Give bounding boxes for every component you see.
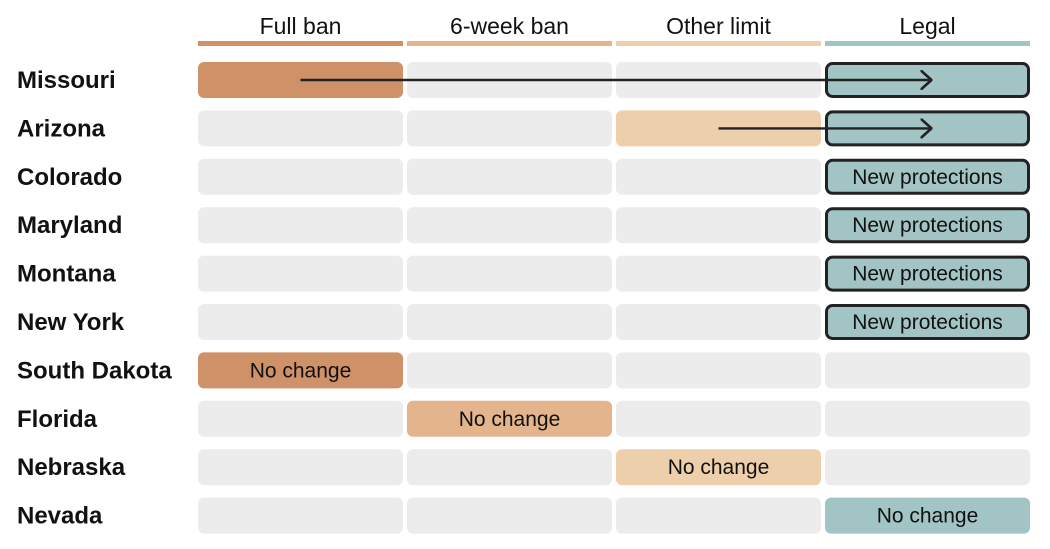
cell-label: No change bbox=[668, 456, 770, 479]
empty-cell-full-ban bbox=[198, 449, 403, 486]
status-cell-after-legal bbox=[825, 255, 1030, 292]
row-south-dakota: South Dakota No change bbox=[17, 352, 1030, 389]
state-label: Montana bbox=[17, 261, 116, 288]
column-header-six-week-ban: 6-week ban bbox=[450, 13, 569, 39]
empty-cell-six-week-ban bbox=[407, 255, 612, 292]
row-missouri: Missouri bbox=[17, 62, 1030, 98]
column-underline-six-week-ban bbox=[407, 41, 612, 46]
empty-cell-other-limit bbox=[616, 158, 821, 195]
empty-cell-six-week-ban bbox=[407, 110, 612, 147]
state-label: Missouri bbox=[17, 67, 116, 94]
row-new-york: New York New protections bbox=[17, 304, 1030, 340]
empty-cell-six-week-ban bbox=[407, 304, 612, 340]
status-cell-before-other-limit bbox=[616, 449, 821, 486]
state-label: Arizona bbox=[17, 115, 106, 142]
empty-cell-full-ban bbox=[198, 304, 403, 340]
cell-label: No change bbox=[250, 359, 352, 382]
cell-label: No change bbox=[459, 408, 561, 431]
status-cell-after-legal bbox=[825, 304, 1030, 340]
column-header-other-limit: Other limit bbox=[666, 13, 771, 39]
row-nevada: Nevada No change bbox=[17, 497, 1030, 534]
column-underline-other-limit bbox=[616, 41, 821, 46]
empty-cell-full-ban bbox=[198, 207, 403, 244]
cell-label: New protections bbox=[852, 166, 1003, 189]
cell-label: New protections bbox=[852, 311, 1003, 334]
empty-cell-legal bbox=[825, 352, 1030, 389]
state-label: Nevada bbox=[17, 503, 103, 530]
status-cell-before-legal bbox=[825, 497, 1030, 534]
empty-cell-six-week-ban bbox=[407, 497, 612, 534]
empty-cell-legal bbox=[825, 449, 1030, 486]
empty-cell-full-ban bbox=[198, 255, 403, 292]
empty-cell-legal bbox=[825, 400, 1030, 437]
status-cell-before-six-week-ban bbox=[407, 400, 612, 437]
column-headers: Full ban 6-week ban Other limit Legal bbox=[198, 13, 1030, 46]
empty-cell-full-ban bbox=[198, 110, 403, 147]
status-cell-before-full-ban bbox=[198, 352, 403, 389]
empty-cell-six-week-ban bbox=[407, 158, 612, 195]
column-header-full-ban: Full ban bbox=[260, 13, 342, 39]
empty-cell-six-week-ban bbox=[407, 207, 612, 244]
empty-cell-other-limit bbox=[616, 400, 821, 437]
row-florida: Florida No change bbox=[17, 400, 1030, 437]
row-maryland: Maryland New protections bbox=[17, 207, 1030, 244]
cell-label: New protections bbox=[852, 214, 1003, 237]
empty-cell-full-ban bbox=[198, 400, 403, 437]
empty-cell-other-limit bbox=[616, 352, 821, 389]
cell-label: New protections bbox=[852, 263, 1003, 286]
state-label: South Dakota bbox=[17, 357, 172, 384]
state-label: Colorado bbox=[17, 164, 122, 191]
row-colorado: Colorado New protections bbox=[17, 158, 1030, 195]
empty-cell-other-limit bbox=[616, 207, 821, 244]
empty-cell-full-ban bbox=[198, 158, 403, 195]
empty-cell-other-limit bbox=[616, 255, 821, 292]
empty-cell-full-ban bbox=[198, 497, 403, 534]
state-label: Nebraska bbox=[17, 454, 126, 481]
empty-cell-other-limit bbox=[616, 497, 821, 534]
state-label: Florida bbox=[17, 406, 98, 433]
empty-cell-other-limit bbox=[616, 304, 821, 340]
status-cell-after-legal bbox=[825, 158, 1030, 195]
column-underline-full-ban bbox=[198, 41, 403, 46]
state-label: New York bbox=[17, 309, 125, 336]
empty-cell-six-week-ban bbox=[407, 352, 612, 389]
row-arizona: Arizona bbox=[17, 110, 1030, 147]
column-underline-legal bbox=[825, 41, 1030, 46]
status-cell-after-legal bbox=[825, 207, 1030, 244]
row-montana: Montana New protections bbox=[17, 255, 1030, 292]
column-header-legal: Legal bbox=[899, 13, 955, 39]
row-nebraska: Nebraska No change bbox=[17, 449, 1030, 486]
state-label: Maryland bbox=[17, 212, 122, 239]
cell-label: No change bbox=[877, 505, 979, 528]
empty-cell-six-week-ban bbox=[407, 449, 612, 486]
